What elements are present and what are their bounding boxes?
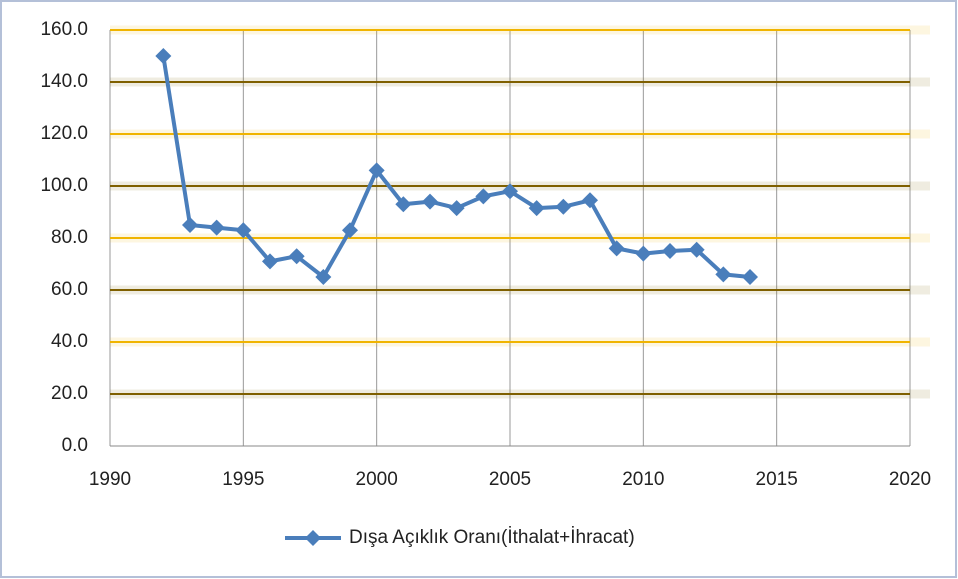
point-marker	[742, 269, 758, 285]
x-tick-label: 2020	[889, 469, 931, 490]
point-marker	[395, 196, 412, 213]
x-tick-label: 1990	[89, 469, 131, 490]
y-tick-label: 0.0	[62, 435, 88, 456]
point-marker	[555, 198, 572, 215]
point-marker	[502, 183, 518, 200]
point-marker	[528, 200, 545, 217]
point-marker	[262, 253, 278, 270]
x-tick-label: 2015	[756, 469, 798, 490]
point-marker	[715, 266, 732, 283]
point-marker	[288, 248, 305, 265]
point-marker	[422, 193, 438, 210]
point-marker	[608, 240, 625, 257]
point-marker	[208, 219, 225, 236]
y-tick-label: 60.0	[51, 279, 88, 300]
x-tick-label: 2010	[622, 469, 664, 490]
point-marker	[635, 245, 652, 262]
point-marker	[662, 243, 678, 259]
point-marker	[448, 200, 465, 217]
x-tick-label: 2005	[489, 469, 531, 490]
y-tick-label: 40.0	[51, 331, 88, 352]
y-tick-label: 80.0	[51, 227, 88, 248]
point-marker	[688, 241, 705, 258]
y-tick-label: 120.0	[40, 123, 88, 144]
point-marker	[342, 222, 358, 239]
point-marker	[182, 217, 198, 233]
point-marker	[368, 162, 385, 179]
point-marker	[475, 188, 492, 205]
y-tick-label: 160.0	[40, 19, 88, 40]
point-marker	[155, 48, 172, 64]
x-tick-label: 1995	[222, 469, 264, 490]
legend-label: Dışa Açıklık Oranı(İthalat+İhracat)	[349, 527, 635, 548]
y-tick-label: 100.0	[40, 175, 88, 196]
y-tick-label: 140.0	[40, 71, 88, 92]
legend-marker	[305, 530, 321, 546]
point-marker	[582, 192, 598, 209]
point-marker	[315, 269, 332, 285]
point-marker	[235, 222, 252, 239]
y-tick-label: 20.0	[51, 383, 88, 404]
x-tick-label: 2000	[356, 469, 398, 490]
